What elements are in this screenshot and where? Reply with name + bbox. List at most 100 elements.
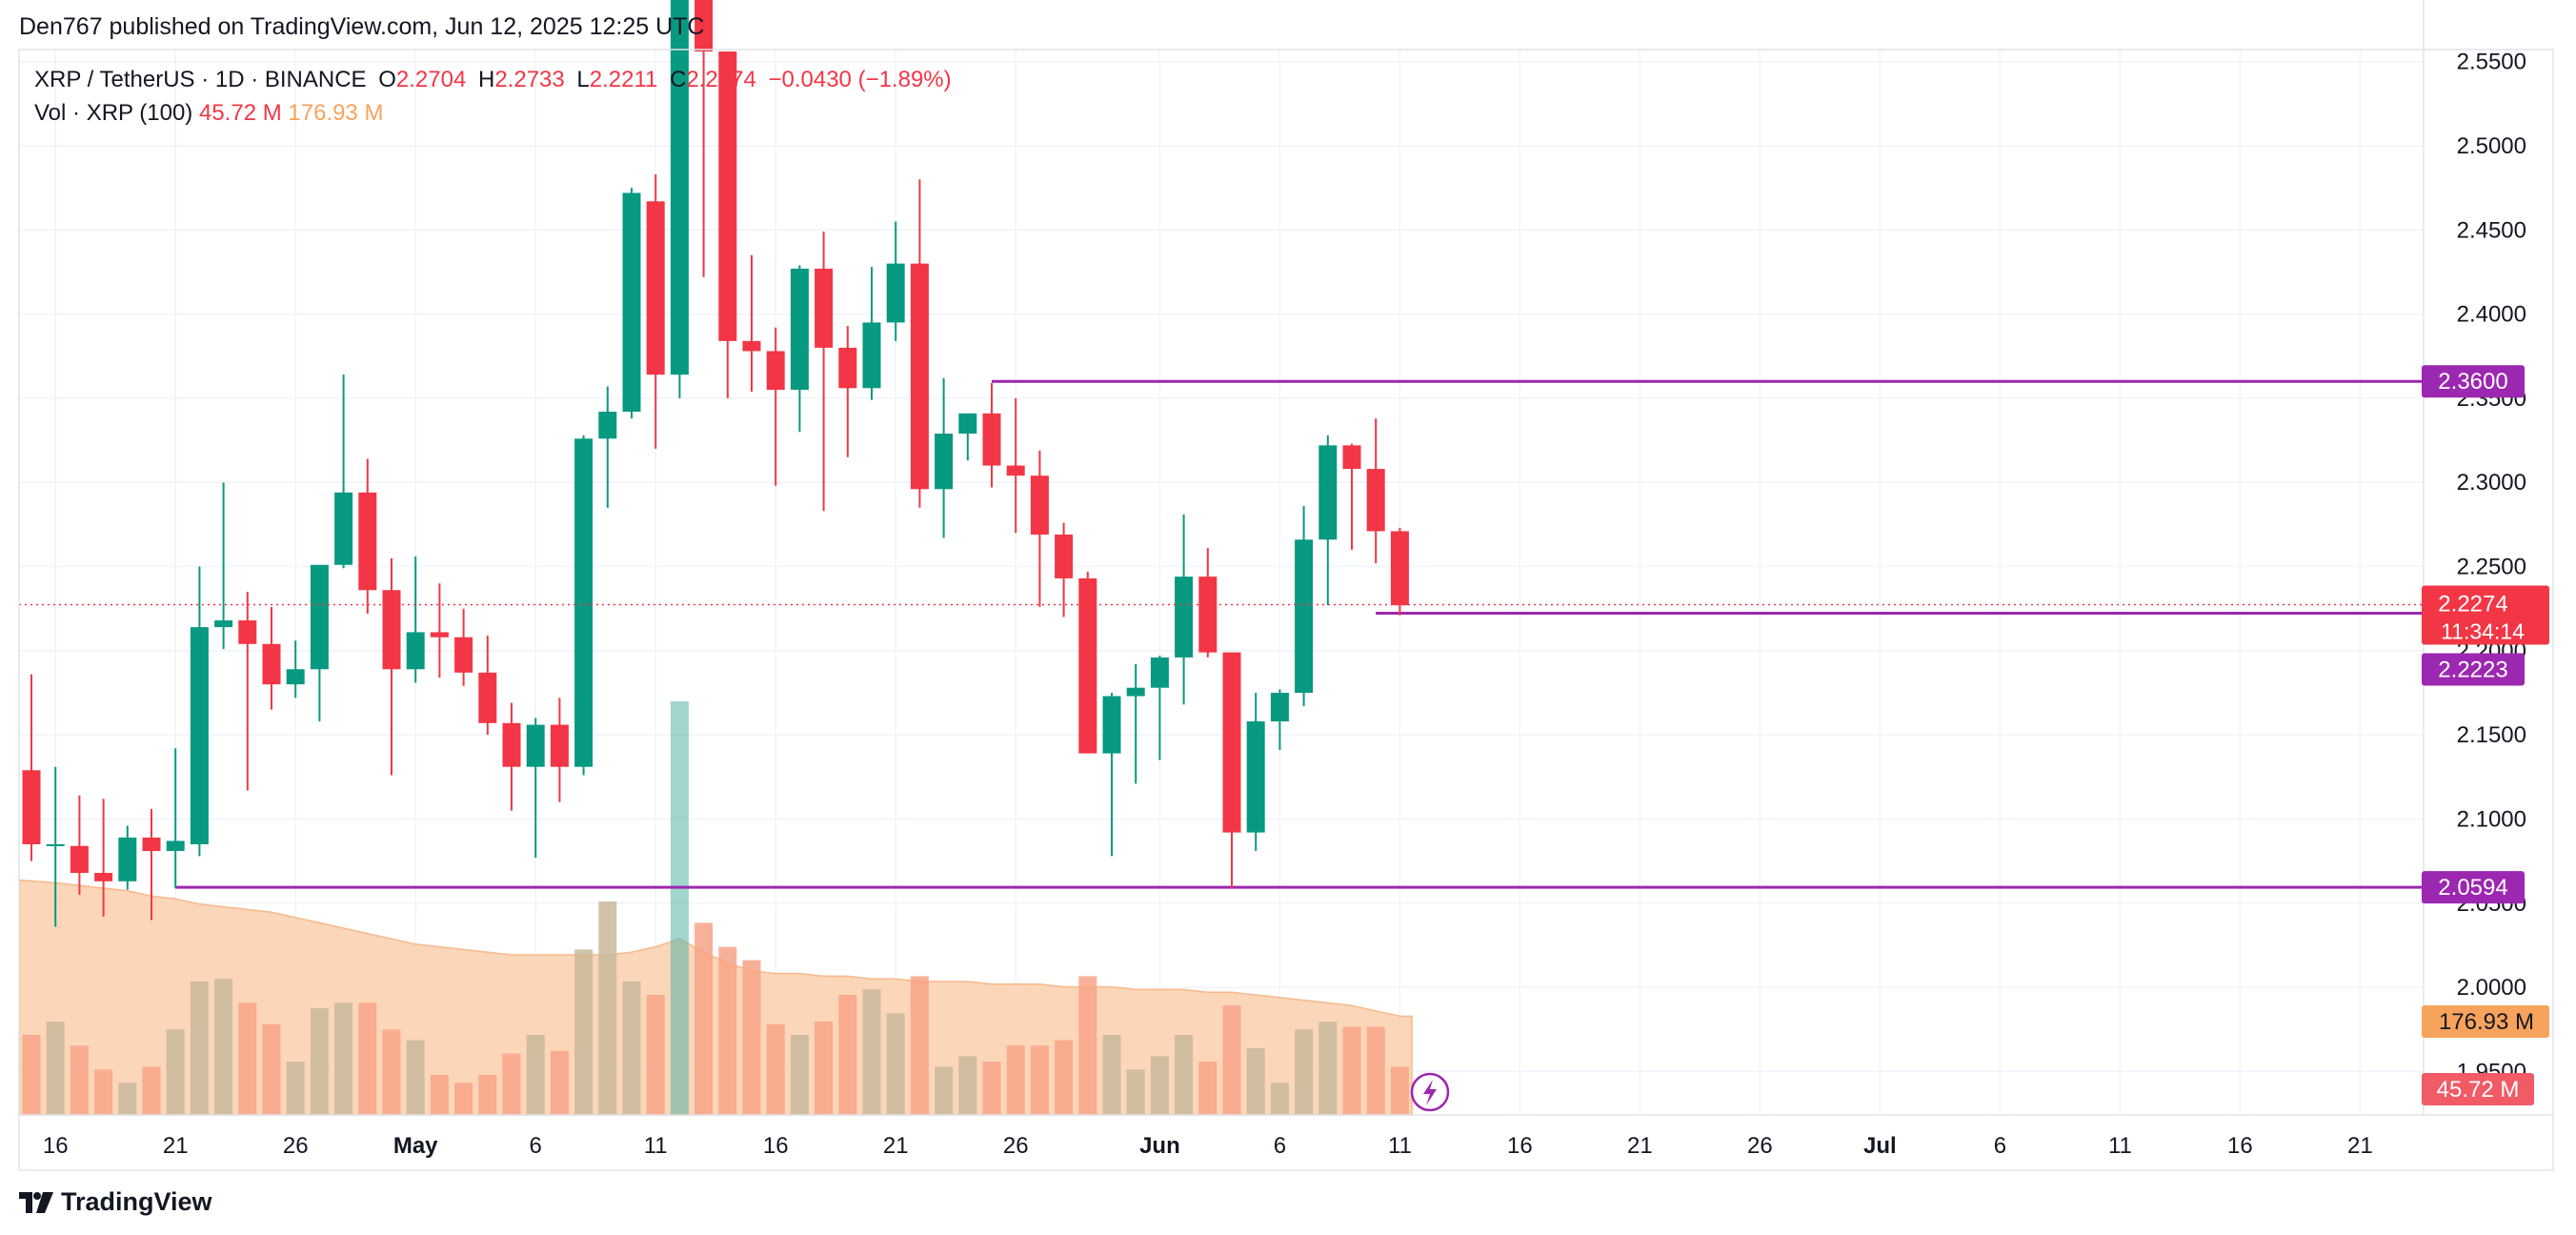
y-tick-label: 2.4500 bbox=[2457, 217, 2526, 243]
volume-bar bbox=[526, 1035, 545, 1115]
x-tick-label: 21 bbox=[1627, 1133, 1653, 1159]
candle-body bbox=[526, 724, 545, 767]
candle-body bbox=[1270, 693, 1289, 722]
high-key: H bbox=[477, 67, 495, 92]
candle-body bbox=[622, 192, 641, 413]
low-value: 2.2211 bbox=[589, 67, 658, 92]
volume-bar bbox=[310, 1008, 329, 1115]
volume-bar bbox=[214, 979, 233, 1115]
volume-ma-tag bbox=[2422, 1005, 2549, 1038]
volume-bar bbox=[1126, 1069, 1145, 1115]
candle-body bbox=[718, 51, 737, 341]
x-tick-label: 21 bbox=[163, 1133, 189, 1159]
volume-bar bbox=[478, 1075, 497, 1115]
volume-bar bbox=[1030, 1045, 1049, 1115]
volume-bar bbox=[718, 946, 737, 1115]
volume-bar bbox=[334, 1002, 353, 1115]
candle-body bbox=[502, 722, 521, 767]
candle-body bbox=[1150, 657, 1169, 688]
volume-bar bbox=[1150, 1056, 1169, 1115]
x-tick-label: 21 bbox=[883, 1133, 909, 1159]
level-price-tag bbox=[2422, 653, 2525, 686]
candle-body bbox=[958, 413, 977, 434]
volume-bar bbox=[574, 949, 594, 1115]
candle-body bbox=[286, 669, 305, 685]
volume-ma-text: 176.93 M bbox=[2439, 1009, 2534, 1035]
volume-bar bbox=[815, 1022, 834, 1115]
volume-bar bbox=[694, 922, 714, 1115]
volume-bar bbox=[1246, 1048, 1265, 1115]
volume-bar bbox=[1390, 1066, 1409, 1115]
change-value: −0.0430 (−1.89%) bbox=[768, 67, 952, 92]
candle-body bbox=[838, 347, 857, 389]
candle-body bbox=[1126, 687, 1145, 697]
volume-bar bbox=[358, 1002, 377, 1115]
candlesticks bbox=[22, 0, 1409, 927]
volume-bar bbox=[1175, 1035, 1194, 1115]
candle-body bbox=[310, 564, 329, 670]
level-price-tag bbox=[2422, 365, 2525, 398]
candle-body bbox=[1055, 534, 1074, 578]
volume-bar bbox=[382, 1029, 401, 1115]
volume-bar bbox=[70, 1045, 89, 1115]
candle-body bbox=[358, 492, 377, 591]
volume-bar bbox=[406, 1040, 425, 1115]
candle-body bbox=[118, 837, 137, 881]
candle-body bbox=[1366, 469, 1385, 532]
volume-label[interactable]: Vol · XRP (100) bbox=[34, 100, 193, 126]
volume-bar bbox=[935, 1066, 954, 1115]
x-tick-label: 11 bbox=[644, 1133, 668, 1159]
x-tick-label: 16 bbox=[1507, 1133, 1533, 1159]
volume-bar bbox=[790, 1035, 809, 1115]
candle-body bbox=[262, 643, 281, 685]
volume-current-tag bbox=[2422, 1073, 2534, 1105]
candle-body bbox=[454, 637, 473, 673]
volume-bar bbox=[958, 1056, 977, 1115]
volume-bar bbox=[190, 982, 209, 1115]
close-key: C bbox=[670, 67, 687, 92]
candle-body bbox=[70, 845, 89, 873]
candle-body bbox=[766, 351, 785, 391]
x-tick-label: Jul bbox=[1863, 1133, 1897, 1159]
volume-current-text: 45.72 M bbox=[2437, 1077, 2520, 1103]
y-tick-label: 2.2500 bbox=[2457, 555, 2526, 580]
volume-bar bbox=[550, 1050, 569, 1115]
candle-body bbox=[1102, 696, 1121, 754]
volume-bar bbox=[1270, 1083, 1289, 1115]
volume-bar bbox=[886, 1013, 905, 1115]
volume-bar bbox=[1055, 1040, 1074, 1115]
volume-bar bbox=[1006, 1045, 1025, 1115]
ohlc-legend: XRP / TetherUS · 1D · BINANCE O2.2704 H2… bbox=[34, 67, 957, 93]
candle-body bbox=[862, 322, 881, 389]
symbol-label[interactable]: XRP / TetherUS · 1D · BINANCE bbox=[34, 67, 367, 92]
candle-body bbox=[598, 412, 617, 439]
x-tick-label: 16 bbox=[43, 1133, 69, 1159]
x-tick-label: 16 bbox=[763, 1133, 789, 1159]
x-tick-label: 11 bbox=[1388, 1133, 1412, 1159]
publisher-line: Den767 published on TradingView.com, Jun… bbox=[19, 13, 705, 40]
candle-body bbox=[478, 672, 497, 723]
volume-bar bbox=[838, 995, 857, 1115]
close-value: 2.2274 bbox=[686, 67, 756, 92]
tradingview-logo[interactable]: TradingView bbox=[19, 1187, 212, 1217]
volume-bar bbox=[430, 1075, 449, 1115]
last-price-text: 2.2274 bbox=[2438, 591, 2507, 617]
volume-value: 45.72 M bbox=[198, 100, 282, 126]
open-key: O bbox=[378, 67, 396, 92]
axes: 2.55002.50002.45002.40002.35002.30002.25… bbox=[18, 0, 2554, 1171]
x-tick-label: 6 bbox=[1274, 1133, 1286, 1159]
y-tick-label: 2.1500 bbox=[2457, 722, 2526, 748]
x-tick-label: 16 bbox=[2227, 1133, 2253, 1159]
candle-body bbox=[1222, 652, 1241, 833]
volume-bar bbox=[862, 989, 881, 1115]
volume-bar bbox=[1078, 976, 1097, 1115]
volume-bar bbox=[1342, 1026, 1361, 1115]
low-key: L bbox=[576, 67, 590, 92]
volume-bar bbox=[118, 1083, 137, 1115]
volume-ma-value: 176.93 M bbox=[288, 100, 384, 126]
candle-body bbox=[646, 201, 665, 375]
last-price-tag bbox=[2422, 585, 2549, 645]
high-value: 2.2733 bbox=[494, 67, 565, 92]
lightning-icon[interactable] bbox=[1410, 1072, 1450, 1112]
